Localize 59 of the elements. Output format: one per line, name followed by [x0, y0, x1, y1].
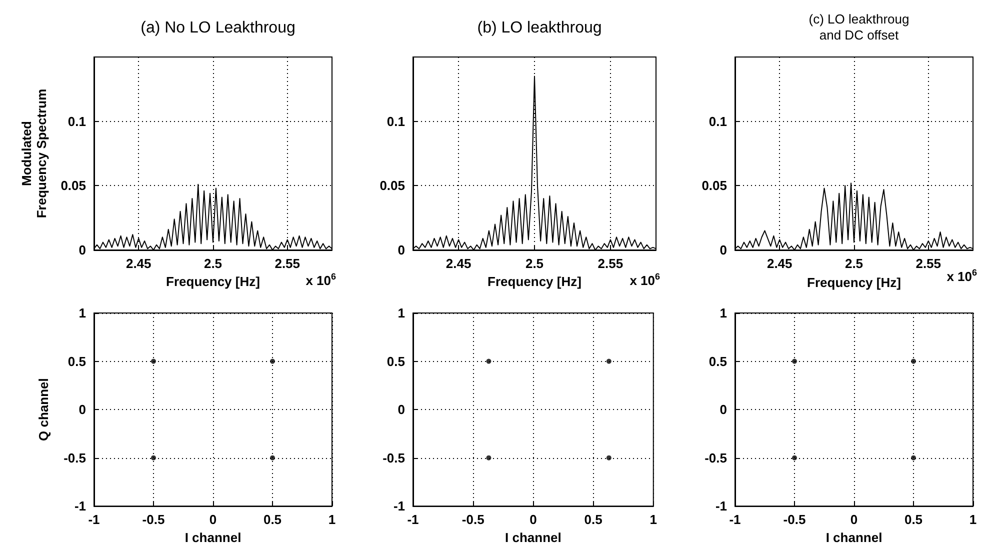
x-tick-label: -0.5 — [783, 512, 806, 528]
y-tick-label: 0.5 — [68, 354, 86, 369]
x-axis-title: Frequency [Hz] — [166, 274, 260, 289]
y-tick-label: 0 — [720, 242, 727, 258]
y-tick-label: -1 — [715, 498, 727, 514]
x-axis-title: Frequency [Hz] — [807, 275, 901, 290]
x-tick-label: -0.5 — [142, 512, 165, 528]
y-tick-label: 0.5 — [708, 354, 727, 369]
x-tick-label: 0.5 — [263, 512, 282, 528]
y-axis-title: Q channel — [36, 378, 51, 441]
chart-title: (b) LO leakthroug — [477, 20, 602, 36]
x-tick-label: -1 — [729, 512, 741, 528]
y-tick-label: -0.5 — [382, 450, 405, 466]
y-tick-label: 1 — [720, 306, 727, 320]
x-tick-label: 2.55 — [274, 256, 300, 271]
x-axis-title: I channel — [826, 530, 882, 545]
x-axis-title: Frequency [Hz] — [488, 274, 582, 289]
y-tick-label: 0.05 — [60, 178, 86, 194]
x-tick-label: 2.5 — [525, 256, 544, 271]
y-tick-label: -0.5 — [704, 450, 727, 466]
y-tick-label: 0.1 — [68, 114, 86, 129]
y-tick-label: 0 — [78, 242, 86, 258]
x-tick-label: 0.5 — [584, 512, 602, 528]
x-tick-label: 1 — [969, 512, 977, 528]
x-tick-label: 2.45 — [126, 256, 152, 271]
x-tick-label: 1 — [650, 512, 657, 528]
x-tick-label: 0 — [850, 512, 858, 528]
x-tick-label: 0 — [530, 512, 537, 528]
x-tick-label: 2.55 — [598, 256, 624, 271]
y-tick-label: -1 — [393, 498, 405, 514]
y-tick-label: 0.05 — [380, 178, 405, 194]
y-tick-label: 0 — [398, 242, 405, 258]
chart-title: (c) LO leakthroug and DC offset — [808, 12, 910, 42]
x-tick-label: 2.45 — [446, 256, 472, 271]
y-tick-label: 1 — [78, 306, 86, 320]
y-tick-label: -1 — [74, 498, 86, 514]
x-tick-label: -1 — [407, 512, 419, 528]
y-tick-label: 0.1 — [386, 114, 405, 129]
y-tick-label: 0 — [78, 402, 86, 418]
x-tick-label: 2.5 — [844, 256, 864, 271]
x-axis-title: I channel — [505, 530, 562, 545]
x-tick-label: 1 — [328, 512, 336, 528]
y-tick-label: 0 — [398, 402, 405, 418]
x-tick-label: -1 — [88, 512, 100, 528]
y-tick-label: -0.5 — [64, 450, 86, 466]
x-tick-label: 0.5 — [904, 512, 923, 528]
x-tick-label: 2.45 — [766, 256, 792, 271]
y-tick-label: 0.05 — [702, 178, 727, 194]
x-axis-title: I channel — [184, 530, 242, 545]
x-tick-label: 2.5 — [204, 256, 222, 271]
x-tick-label: -0.5 — [462, 512, 484, 528]
x-tick-label: 2.55 — [916, 256, 942, 271]
x-tick-label: 0 — [209, 512, 217, 528]
y-tick-label: 0.1 — [708, 114, 727, 129]
y-tick-label: 0 — [720, 402, 727, 418]
y-tick-label: 0.5 — [386, 354, 405, 369]
chart-title: (a) No LO Leakthroug — [140, 20, 296, 36]
y-tick-label: 1 — [398, 306, 405, 320]
y-axis-title: Modulated Frequency Spectrum — [19, 88, 49, 218]
